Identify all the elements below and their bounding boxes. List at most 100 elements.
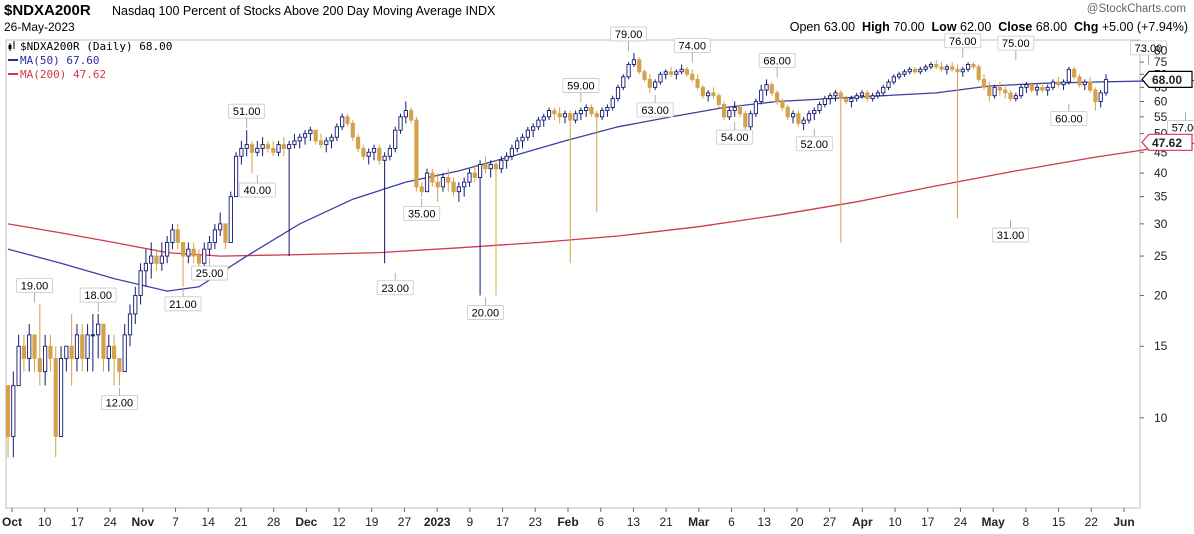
candle-body bbox=[806, 113, 812, 121]
candle-body bbox=[483, 164, 488, 170]
candle bbox=[1087, 76, 1093, 93]
candle-body bbox=[1103, 78, 1109, 94]
x-tick-label: 17 bbox=[921, 515, 935, 529]
candle-body bbox=[870, 95, 875, 100]
value-annotation: 40.00 bbox=[238, 175, 276, 198]
x-tick-label: 10 bbox=[888, 515, 902, 529]
candle bbox=[48, 334, 53, 372]
candle-body bbox=[440, 177, 446, 188]
candle-body bbox=[249, 144, 255, 153]
candle bbox=[313, 129, 318, 145]
candle-body bbox=[106, 345, 111, 359]
candle bbox=[769, 82, 774, 96]
annotation-box bbox=[376, 280, 414, 296]
candle-body bbox=[833, 92, 838, 97]
candle-body bbox=[138, 270, 143, 296]
candle bbox=[1050, 79, 1056, 91]
annotation-label: 75.00 bbox=[1002, 38, 1030, 50]
candle bbox=[891, 74, 896, 85]
candle-body bbox=[302, 133, 308, 138]
annotation-box bbox=[100, 395, 138, 411]
candle-body bbox=[780, 101, 785, 108]
candle-body bbox=[493, 164, 499, 170]
candle-body bbox=[377, 147, 382, 161]
candle bbox=[228, 191, 233, 243]
candle bbox=[143, 249, 149, 287]
candle bbox=[1061, 79, 1066, 91]
candle-body bbox=[1082, 81, 1087, 86]
candle bbox=[101, 323, 106, 372]
candle bbox=[382, 152, 387, 264]
candle bbox=[976, 64, 981, 83]
candle bbox=[568, 110, 573, 264]
x-tick-label: May bbox=[982, 515, 1006, 529]
y-tick-label: 10 bbox=[1154, 411, 1168, 425]
candle bbox=[393, 126, 398, 153]
candle bbox=[218, 212, 223, 237]
candle-body bbox=[435, 181, 440, 188]
candle bbox=[345, 113, 350, 127]
candle-body bbox=[950, 66, 955, 70]
candle bbox=[923, 64, 928, 72]
value-annotation: 21.00 bbox=[164, 288, 202, 312]
candle bbox=[16, 334, 21, 387]
candle bbox=[64, 345, 69, 372]
candle-body bbox=[1087, 81, 1093, 91]
candle-body bbox=[541, 116, 546, 121]
candle-body bbox=[578, 110, 583, 115]
candle bbox=[594, 110, 599, 213]
candle-body bbox=[584, 107, 589, 111]
ma50-series bbox=[7, 79, 1194, 292]
candle bbox=[37, 304, 42, 386]
candle bbox=[775, 90, 780, 105]
candle bbox=[971, 62, 976, 70]
candle bbox=[430, 168, 435, 187]
annotation-label: 21.00 bbox=[169, 299, 197, 311]
candle-body bbox=[881, 86, 886, 94]
candle-icon-body bbox=[8, 45, 12, 49]
candle bbox=[912, 66, 918, 75]
x-tick-label: 21 bbox=[234, 515, 248, 529]
annotation-label: 74.00 bbox=[678, 40, 706, 52]
value-annotation: 25.00 bbox=[191, 258, 228, 281]
candle-body bbox=[775, 92, 780, 102]
annotation-box bbox=[997, 35, 1035, 51]
candle-body bbox=[233, 155, 239, 198]
candle-body bbox=[589, 107, 594, 115]
candle bbox=[843, 95, 849, 105]
candle bbox=[43, 334, 48, 386]
annotation-box bbox=[403, 206, 441, 222]
annotation-label: 35.00 bbox=[408, 209, 436, 221]
candle-body bbox=[838, 92, 843, 100]
candle-body bbox=[218, 223, 223, 231]
grid bbox=[5, 39, 1141, 509]
candle-body bbox=[260, 144, 265, 149]
x-tick-label: 6 bbox=[597, 515, 604, 529]
candle-body bbox=[334, 126, 339, 138]
annotation-label: 18.00 bbox=[84, 290, 112, 302]
candle-body bbox=[244, 144, 249, 149]
value-annotation: 52.00 bbox=[795, 128, 833, 152]
candle-body bbox=[658, 73, 663, 83]
annotation-label: 54.00 bbox=[721, 132, 749, 144]
low-value: 62.00 bbox=[960, 20, 992, 34]
candle-body bbox=[58, 357, 64, 437]
candle-body bbox=[965, 64, 971, 70]
annotations: 19.00 18.00 12.00 21.00 25.00 51.00 40.00 23.00… bbox=[16, 26, 1194, 411]
x-tick-label: 23 bbox=[529, 515, 543, 529]
candle-body bbox=[1098, 92, 1103, 102]
candle-body bbox=[271, 147, 276, 153]
candle-body bbox=[684, 68, 690, 75]
candle bbox=[138, 263, 143, 305]
ma200-line bbox=[7, 142, 1194, 257]
candle-body bbox=[281, 144, 286, 149]
candle bbox=[32, 334, 37, 372]
candle bbox=[674, 69, 679, 80]
candle-body bbox=[631, 59, 637, 65]
candle bbox=[281, 137, 286, 157]
candle-body bbox=[48, 345, 53, 359]
candle bbox=[244, 130, 249, 157]
candle-body bbox=[191, 248, 196, 257]
annotation-label: 60.00 bbox=[1055, 113, 1083, 125]
